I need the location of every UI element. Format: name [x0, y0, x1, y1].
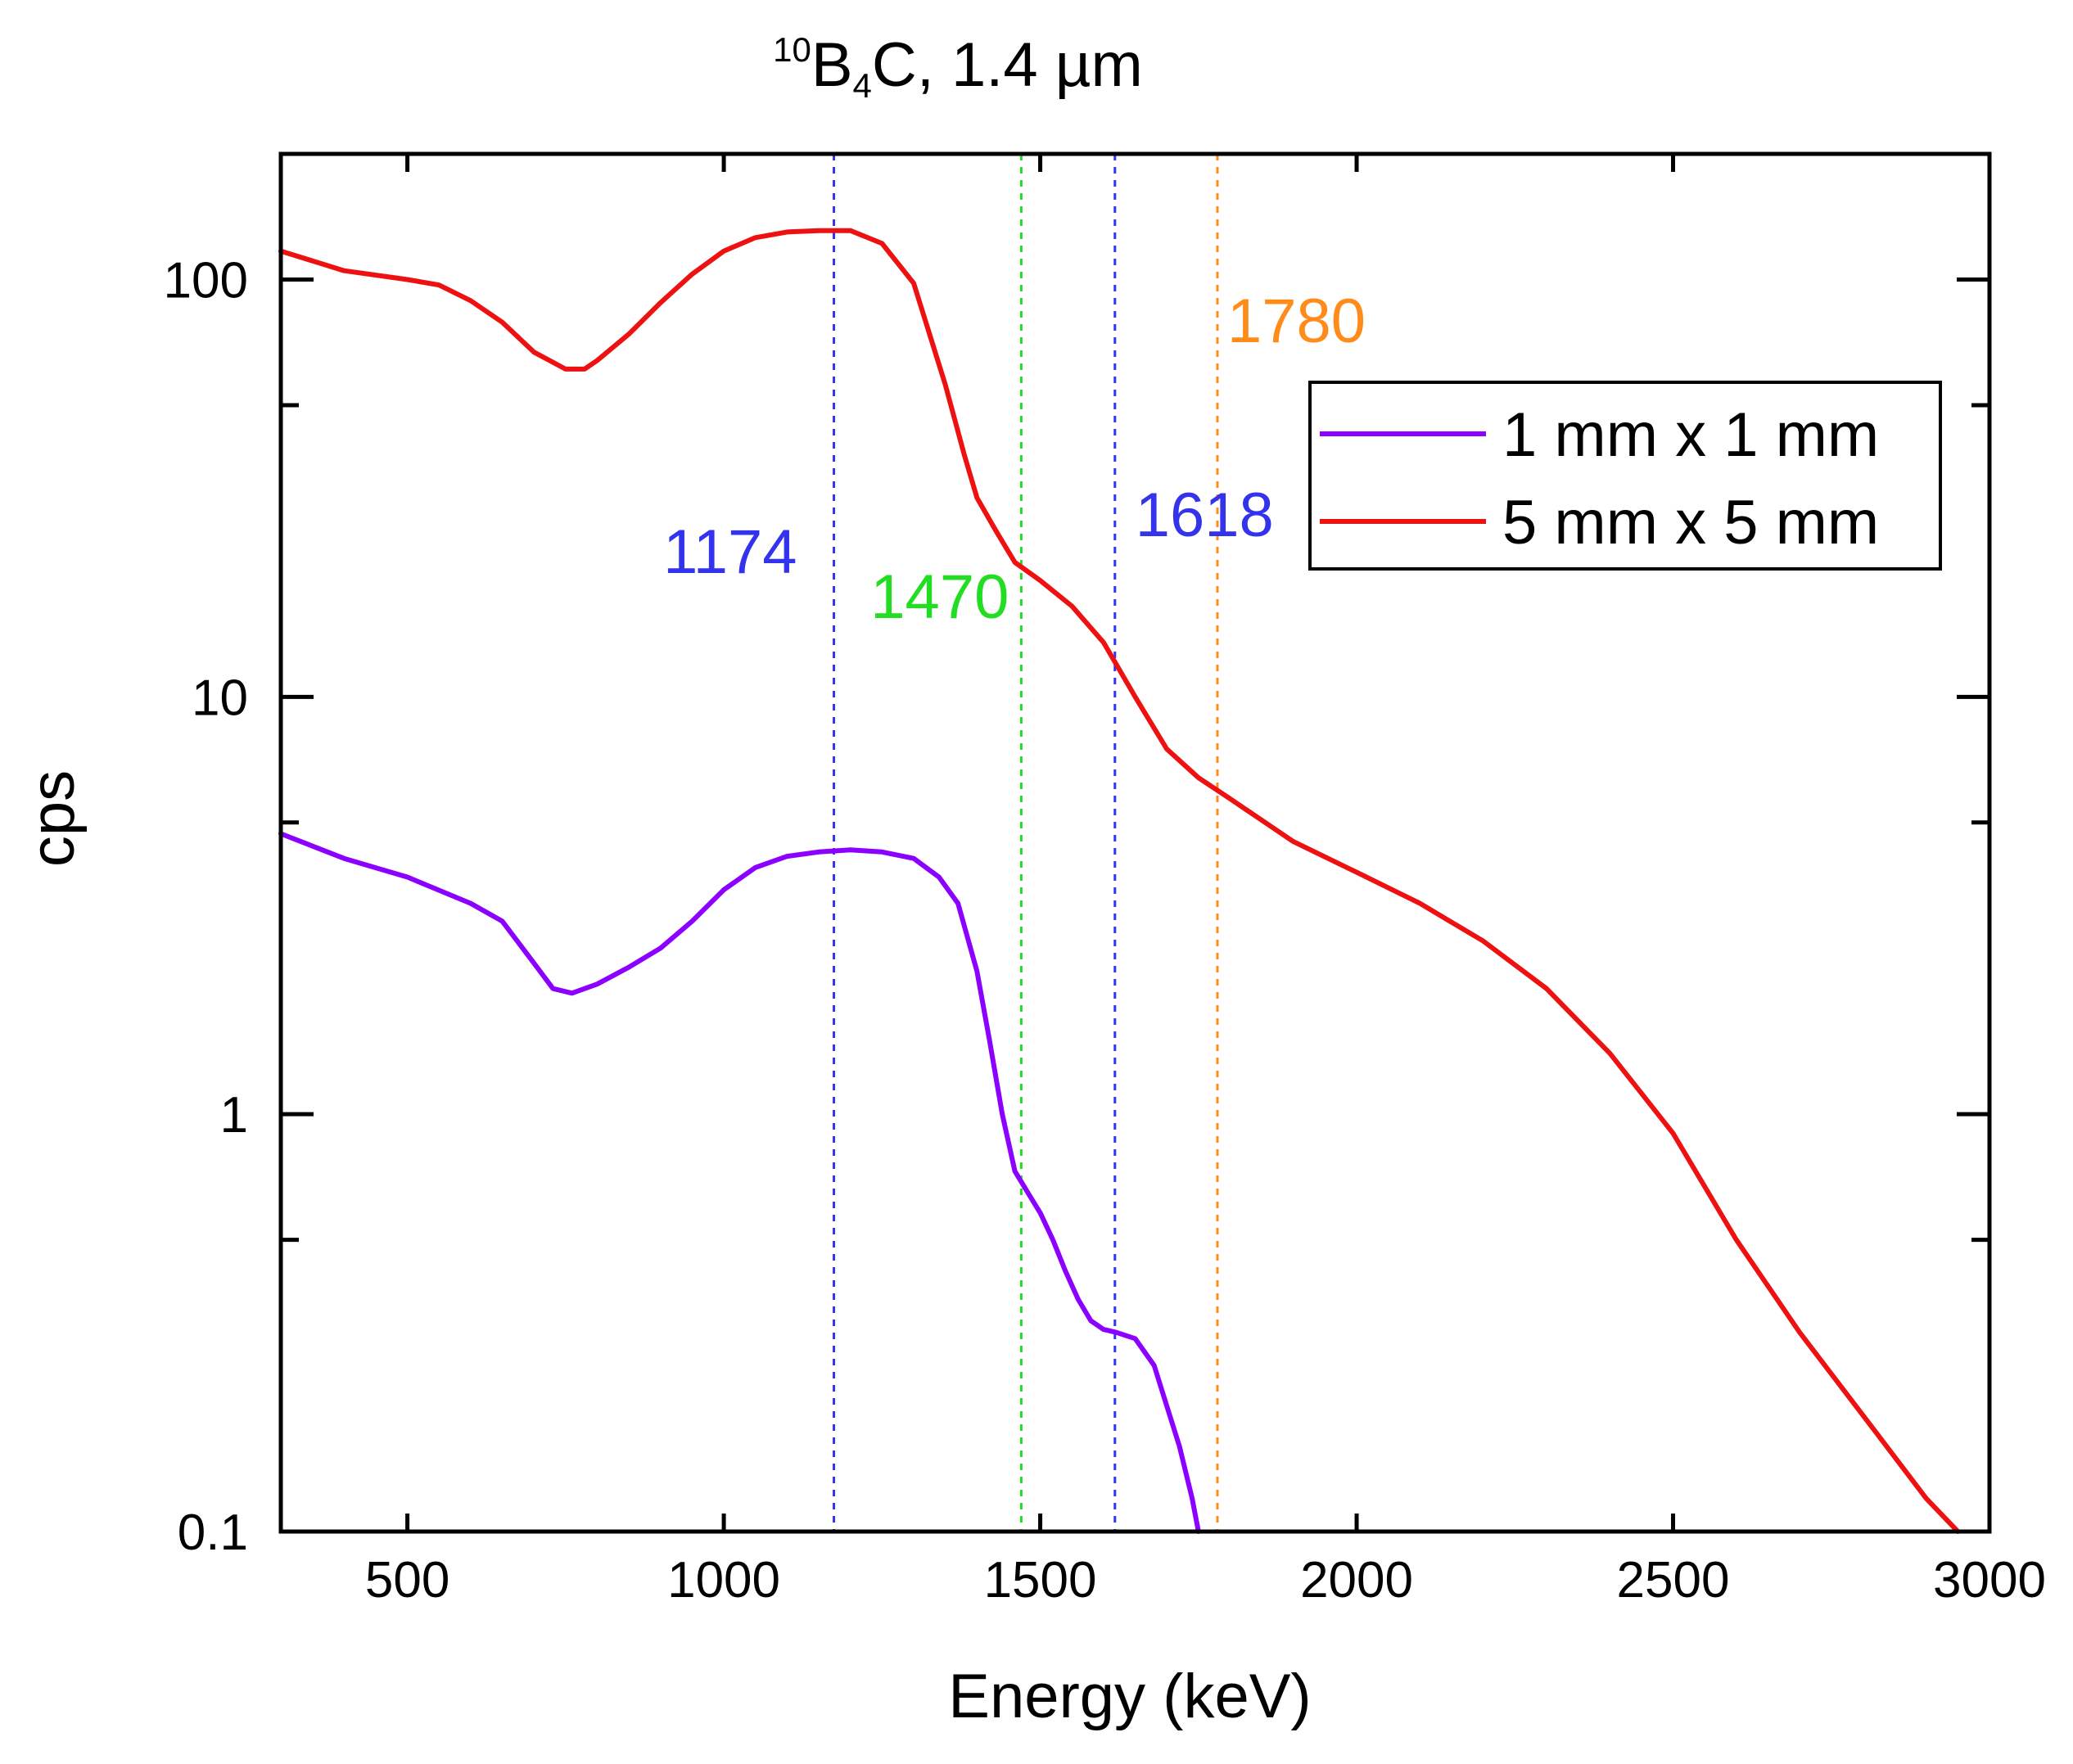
legend-label-5mm: 5 mm x 5 mm	[1502, 488, 1879, 557]
title-rest: C, 1.4 µm	[872, 30, 1143, 100]
y-tick-label: 0.1	[178, 1505, 248, 1561]
series-lines	[278, 228, 1961, 1534]
x-axis-label: Energy (keV)	[948, 1662, 1312, 1731]
title-superscript: 10	[773, 30, 811, 69]
legend-label-1mm: 1 mm x 1 mm	[1502, 400, 1879, 470]
x-tick-label: 2500	[1617, 1552, 1730, 1608]
title-subscript: 4	[853, 66, 872, 105]
y-tick-label: 10	[192, 670, 248, 726]
legend-box	[1308, 381, 1942, 571]
legend: 1 mm x 1 mm 5 mm x 5 mm	[1308, 381, 1942, 571]
x-tick-label: 1000	[667, 1552, 780, 1608]
vline-label-1174: 1174	[663, 517, 797, 587]
x-tick-label: 3000	[1933, 1552, 2046, 1608]
series-line-2	[278, 228, 1961, 1534]
y-tick-label: 1	[220, 1087, 248, 1144]
x-tick-labels: 500 1000 1500 2000 2500 3000	[365, 1552, 2046, 1608]
x-tick-label: 500	[365, 1552, 449, 1608]
x-tick-label: 2000	[1300, 1552, 1413, 1608]
vline-label-1618: 1618	[1136, 480, 1274, 550]
vline-label-1780: 1780	[1227, 286, 1366, 356]
y-tick-label: 100	[164, 252, 248, 309]
y-axis-label: cps	[18, 770, 88, 867]
x-tick-label: 1500	[984, 1552, 1097, 1608]
title-element: B	[811, 30, 853, 100]
series-line-1	[278, 831, 1201, 1534]
plot-frame	[278, 151, 1992, 1534]
chart-title: 10B4C, 1.4 µm	[773, 30, 1143, 105]
y-tick-labels: 0.1 1 10 100	[164, 252, 248, 1561]
vline-label-1470: 1470	[870, 562, 1009, 632]
reference-lines	[833, 154, 1219, 1532]
reference-line-labels: 1174 1470 1618 1780	[663, 286, 1366, 632]
axis-ticks	[281, 154, 1992, 1534]
